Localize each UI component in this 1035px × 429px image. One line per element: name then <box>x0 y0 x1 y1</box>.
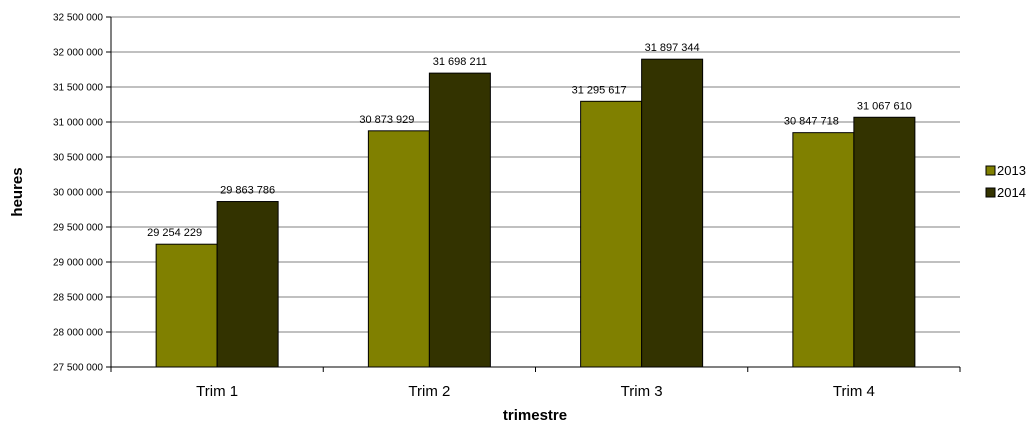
data-label-2014: 31 067 610 <box>857 100 912 112</box>
data-label-2014: 29 863 786 <box>220 185 275 197</box>
y-tick-labels: 27 500 000 28 000 000 28 500 000 29 000 000… <box>53 13 103 374</box>
bar-2013 <box>155 243 218 368</box>
data-label-2014: 31 698 211 <box>433 56 487 68</box>
y-tick-label: 27 500 000 <box>53 363 103 374</box>
y-tick-label: 30 000 000 <box>53 188 103 199</box>
bar-2014 <box>641 58 704 368</box>
data-label-2013: 31 295 617 <box>572 84 627 96</box>
data-label-2013: 30 873 929 <box>359 114 414 126</box>
y-tick-label: 31 000 000 <box>53 118 103 129</box>
legend-label-2014: 2014 <box>997 185 1026 200</box>
bars <box>155 58 916 368</box>
legend: 2013 2014 <box>985 163 1026 200</box>
legend-label-2013: 2013 <box>997 163 1026 178</box>
bar-2013 <box>580 100 643 368</box>
y-tick-label: 32 500 000 <box>53 13 103 24</box>
y-tick-label: 28 000 000 <box>53 328 103 339</box>
y-tick-label: 30 500 000 <box>53 153 103 164</box>
data-label-2013: 30 847 718 <box>784 116 839 128</box>
legend-swatch-2013 <box>985 165 996 176</box>
x-tick-labels: Trim 1 Trim 2 Trim 3 Trim 4 <box>196 383 875 400</box>
y-tick-label: 28 500 000 <box>53 293 103 304</box>
legend-swatch-2014 <box>985 187 996 198</box>
y-tick-label: 31 500 000 <box>53 83 103 94</box>
x-tick-label: Trim 2 <box>408 383 450 400</box>
data-labels: 29 254 229 29 863 786 30 873 929 31 698 211… <box>147 42 912 239</box>
x-tick-label: Trim 4 <box>833 383 875 400</box>
bar-2014 <box>853 116 916 368</box>
bar-2013 <box>367 130 430 368</box>
x-axis-title: trimestre <box>503 407 567 424</box>
data-label-2014: 31 897 344 <box>645 42 700 54</box>
bar-2014 <box>428 72 491 368</box>
bar-2013 <box>792 132 855 368</box>
y-tick-label: 29 500 000 <box>53 223 103 234</box>
x-tick-label: Trim 3 <box>621 383 663 400</box>
data-label-2013: 29 254 229 <box>147 227 202 239</box>
y-axis-title: heures <box>9 167 26 216</box>
x-tick-label: Trim 1 <box>196 383 238 400</box>
bar-2014 <box>216 201 279 368</box>
axes <box>106 16 961 372</box>
y-tick-label: 29 000 000 <box>53 258 103 269</box>
y-tick-label: 32 000 000 <box>53 48 103 59</box>
